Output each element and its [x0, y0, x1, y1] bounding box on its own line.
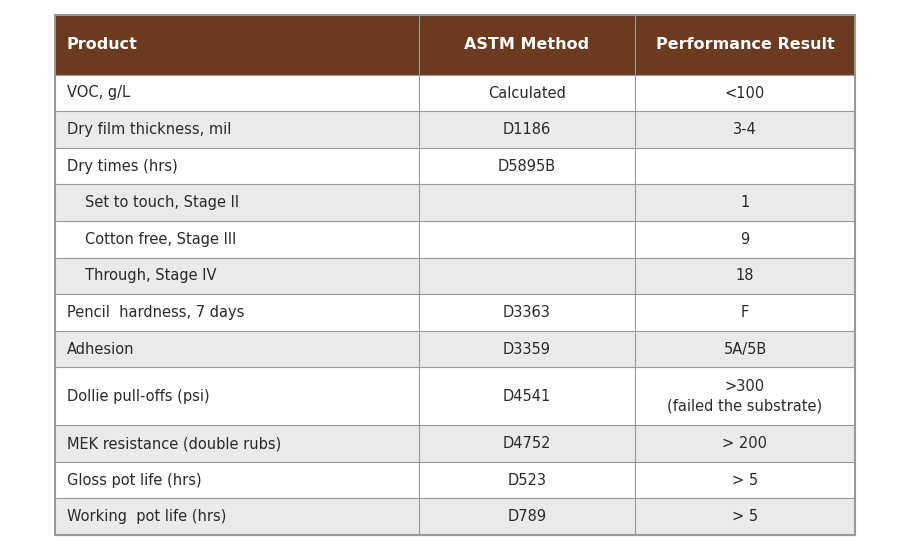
- Bar: [55, 15, 855, 535]
- Text: Through, Stage IV: Through, Stage IV: [85, 268, 217, 283]
- Bar: [55, 148, 855, 184]
- Text: D789: D789: [508, 509, 546, 524]
- Text: Pencil  hardness, 7 days: Pencil hardness, 7 days: [67, 305, 245, 320]
- Text: Set to touch, Stage II: Set to touch, Stage II: [85, 195, 239, 210]
- Text: Dry times (hrs): Dry times (hrs): [67, 159, 178, 174]
- Text: D3359: D3359: [503, 342, 551, 356]
- Bar: [55, 367, 855, 425]
- Text: Performance Result: Performance Result: [655, 37, 834, 52]
- Text: D4541: D4541: [503, 389, 551, 404]
- Text: D1186: D1186: [503, 122, 551, 137]
- Text: Cotton free, Stage III: Cotton free, Stage III: [85, 232, 237, 247]
- Bar: [55, 462, 855, 498]
- Text: Working  pot life (hrs): Working pot life (hrs): [67, 509, 227, 524]
- Text: 18: 18: [736, 268, 754, 283]
- Text: Calculated: Calculated: [488, 85, 566, 101]
- Text: Dollie pull-offs (psi): Dollie pull-offs (psi): [67, 389, 210, 404]
- Text: > 200: > 200: [723, 436, 768, 451]
- Bar: [55, 498, 855, 535]
- Text: 3-4: 3-4: [734, 122, 757, 137]
- Text: D4752: D4752: [503, 436, 551, 451]
- Text: Gloss pot life (hrs): Gloss pot life (hrs): [67, 472, 202, 488]
- Bar: [55, 111, 855, 148]
- Text: > 5: > 5: [732, 472, 758, 488]
- Text: 1: 1: [741, 195, 750, 210]
- Text: Dry film thickness, mil: Dry film thickness, mil: [67, 122, 231, 137]
- Text: F: F: [741, 305, 749, 320]
- Bar: [55, 331, 855, 367]
- Bar: [55, 294, 855, 331]
- Bar: [55, 257, 855, 294]
- Text: ASTM Method: ASTM Method: [464, 37, 590, 52]
- Bar: [55, 425, 855, 462]
- Bar: [55, 184, 855, 221]
- Text: Product: Product: [67, 37, 138, 52]
- Text: MEK resistance (double rubs): MEK resistance (double rubs): [67, 436, 281, 451]
- Text: > 5: > 5: [732, 509, 758, 524]
- Bar: [55, 221, 855, 257]
- Bar: [55, 15, 855, 75]
- Text: 9: 9: [741, 232, 750, 247]
- Text: D5895B: D5895B: [498, 159, 556, 174]
- Text: >300
(failed the substrate): >300 (failed the substrate): [668, 379, 823, 414]
- Text: D3363: D3363: [503, 305, 551, 320]
- Text: D523: D523: [508, 472, 546, 488]
- Text: <100: <100: [724, 85, 765, 101]
- Text: VOC, g/L: VOC, g/L: [67, 85, 130, 101]
- Text: 5A/5B: 5A/5B: [724, 342, 767, 356]
- Bar: [55, 75, 855, 111]
- Text: Adhesion: Adhesion: [67, 342, 134, 356]
